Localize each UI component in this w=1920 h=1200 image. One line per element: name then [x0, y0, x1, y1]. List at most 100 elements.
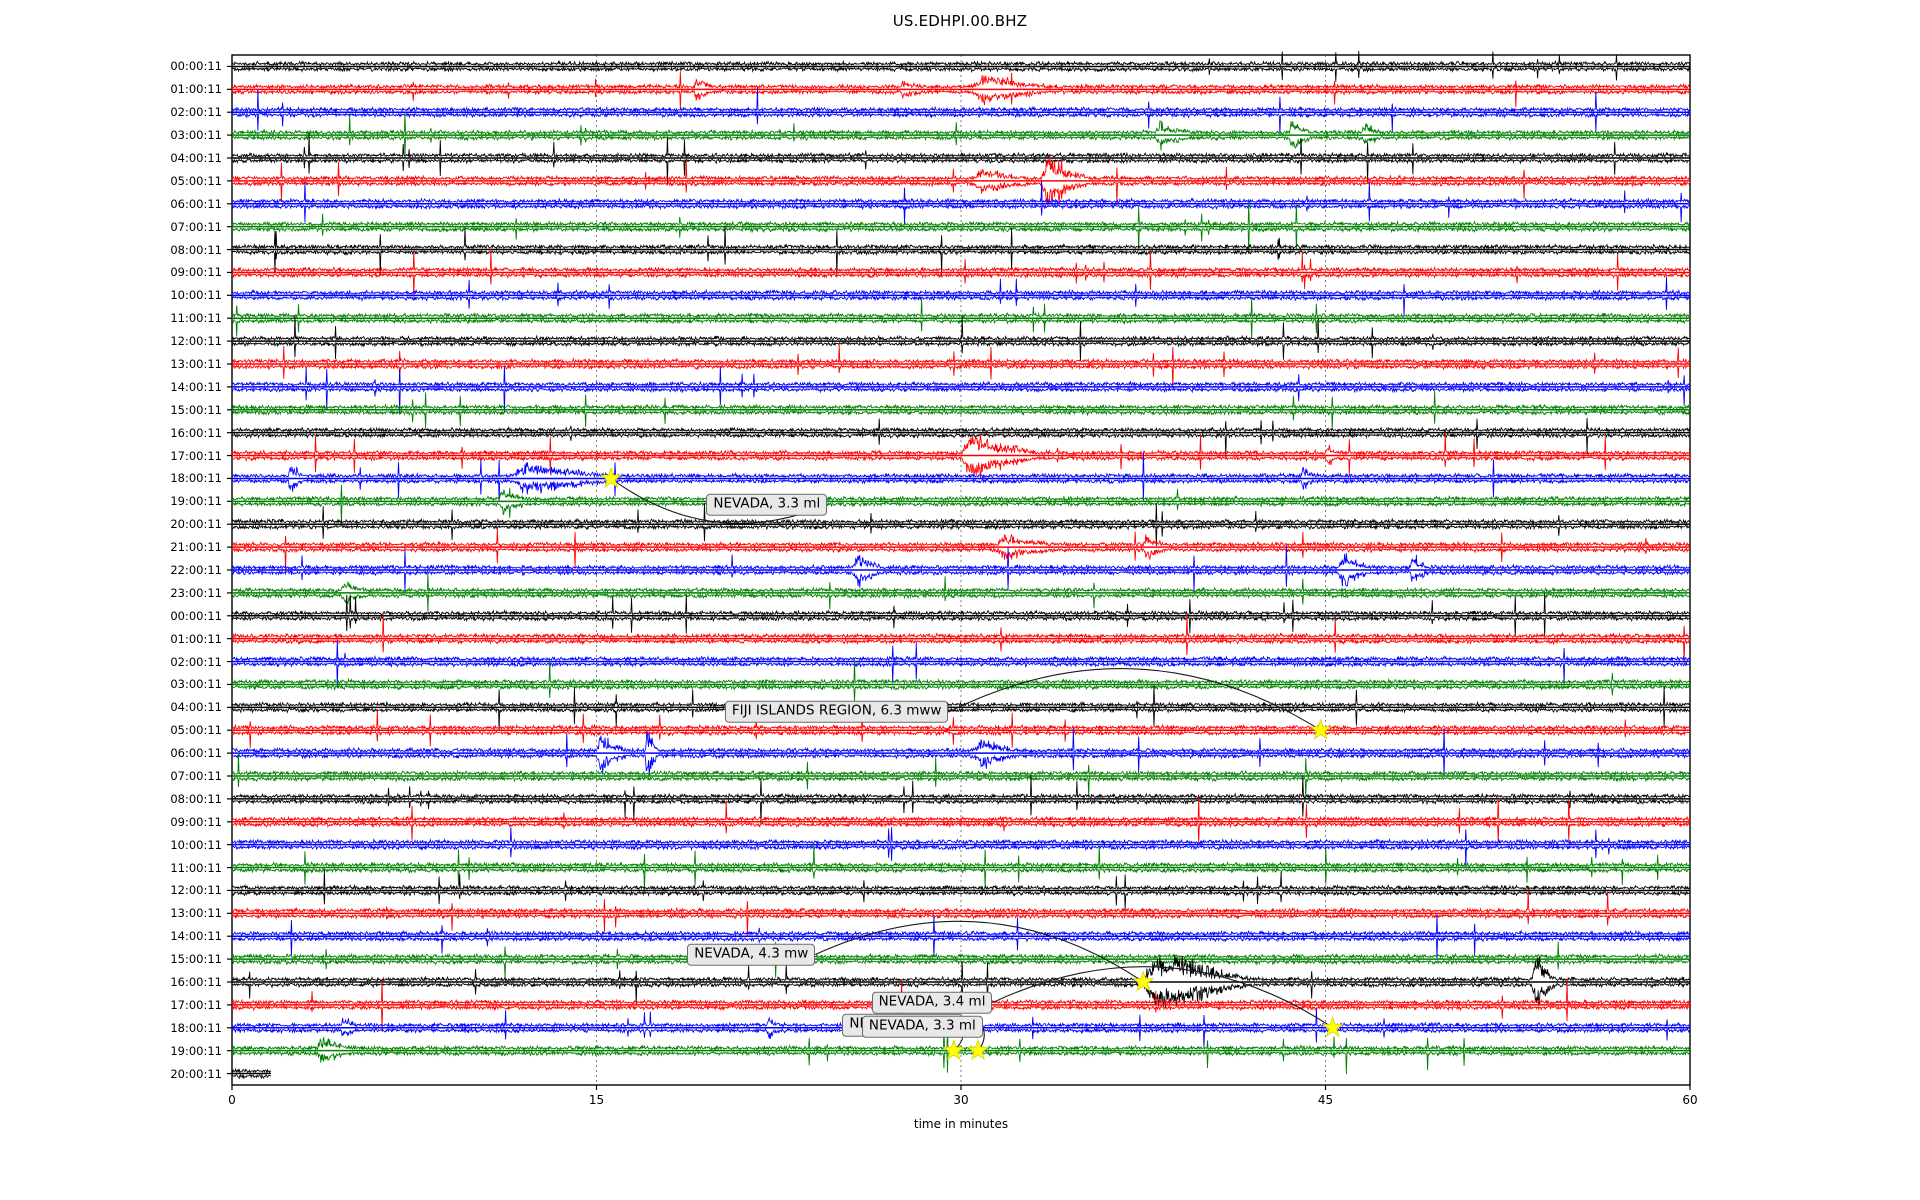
- trace: [231, 889, 1691, 910]
- y-tick-label: 18:00:11: [170, 1020, 222, 1035]
- trace: [231, 569, 1691, 593]
- trace: [231, 615, 1691, 637]
- event-label: NEVADA, 4.3 mw: [687, 943, 816, 966]
- event-star-marker: [1132, 970, 1155, 992]
- trace: [231, 843, 1691, 869]
- trace: [231, 914, 1691, 937]
- x-tick-label: 0: [228, 1093, 236, 1107]
- trace: [231, 752, 1691, 777]
- trace: [231, 180, 1691, 205]
- trace: [231, 981, 1691, 1009]
- trace: [231, 821, 1691, 844]
- trace: [231, 452, 1691, 480]
- trace: [231, 87, 1691, 113]
- trace: [231, 88, 1691, 109]
- y-tick-label: 02:00:11: [170, 105, 222, 120]
- y-tick-label: 15:00:11: [170, 952, 222, 967]
- trace: [231, 683, 1691, 703]
- trace: [231, 867, 1691, 894]
- y-tick-label: 17:00:11: [170, 448, 222, 463]
- trace: [231, 728, 1691, 754]
- trace: [231, 432, 1691, 458]
- y-tick-label: 15:00:11: [170, 402, 222, 417]
- trace: [231, 958, 1691, 979]
- trace: [231, 155, 1691, 182]
- event-label: FIJI ISLANDS REGION, 6.3 mww: [724, 700, 949, 724]
- trace: [231, 390, 1691, 411]
- y-tick-label: 20:00:11: [170, 1066, 222, 1081]
- event-star-marker: [599, 466, 623, 488]
- y-tick-label: 13:00:11: [170, 906, 222, 921]
- trace: [231, 134, 1691, 156]
- trace: [231, 1067, 272, 1074]
- trace: [231, 870, 1691, 892]
- event-star-marker: [942, 1038, 965, 1061]
- y-tick-label: 08:00:11: [170, 791, 222, 806]
- trace: [231, 546, 1691, 573]
- y-tick-label: 18:00:11: [170, 471, 222, 486]
- y-tick-label: 12:00:11: [170, 883, 222, 898]
- y-tick-label: 23:00:11: [170, 585, 222, 600]
- y-tick-label: 03:00:11: [170, 128, 222, 143]
- trace: [231, 888, 1691, 914]
- y-tick-label: 08:00:11: [170, 242, 222, 257]
- trace: [231, 180, 1691, 206]
- trace: [231, 417, 1691, 434]
- trace: [231, 844, 1691, 868]
- trace: [231, 112, 1691, 136]
- trace: [231, 935, 1691, 959]
- y-tick-label: 10:00:11: [170, 837, 222, 852]
- trace: [231, 132, 1691, 159]
- trace: [231, 827, 1691, 846]
- y-tick-label: 09:00:11: [170, 265, 222, 280]
- x-axis-title: time in minutes: [913, 1117, 1009, 1131]
- y-tick-label: 07:00:11: [170, 769, 222, 783]
- trace: [231, 956, 1691, 983]
- trace: [231, 500, 1691, 524]
- annotation-leader-line: [948, 668, 1321, 731]
- trace: [231, 706, 1691, 732]
- trace: [231, 248, 1691, 274]
- y-tick-label: 19:00:11: [170, 494, 222, 509]
- y-tick-label: 21:00:11: [170, 540, 222, 555]
- y-tick-label: 01:00:11: [170, 631, 222, 646]
- trace: [231, 798, 1691, 825]
- y-tick-label: 05:00:11: [170, 173, 222, 188]
- y-tick-label: 01:00:11: [170, 82, 222, 97]
- event-label: NEVADA, 3.4 ml: [871, 991, 993, 1014]
- trace: [231, 484, 1691, 502]
- y-tick-label: 13:00:11: [170, 357, 222, 371]
- trace: [231, 528, 1691, 548]
- trace: [231, 593, 1691, 617]
- trace: [231, 613, 1691, 640]
- trace: [231, 592, 1691, 612]
- trace: [231, 409, 1691, 430]
- event-label: NEVADA, 3.3 ml: [861, 1015, 983, 1038]
- trace: [231, 660, 1691, 688]
- trace: [231, 226, 1691, 253]
- trace: [231, 314, 1691, 342]
- y-tick-label: 06:00:11: [170, 746, 222, 761]
- y-tick-label: 19:00:11: [170, 1043, 222, 1058]
- y-tick-label: 20:00:11: [170, 517, 222, 532]
- trace: [231, 1050, 1691, 1075]
- annotation-leader-line: [992, 966, 1334, 1029]
- trace: [231, 796, 1691, 823]
- trace: [231, 523, 1691, 547]
- trace: [231, 455, 1691, 479]
- trace: [231, 545, 1691, 571]
- trace: [231, 363, 1691, 389]
- trace: [231, 65, 1691, 82]
- trace: [231, 503, 1691, 525]
- y-tick-label: 17:00:11: [170, 997, 222, 1012]
- trace: [231, 685, 1691, 709]
- trace: [231, 431, 1691, 457]
- trace: [231, 317, 1691, 339]
- y-tick-label: 09:00:11: [170, 814, 222, 829]
- x-tick-label: 15: [588, 1093, 605, 1107]
- y-tick-label: 11:00:11: [170, 860, 222, 875]
- trace: [231, 752, 1691, 777]
- trace: [231, 71, 1691, 90]
